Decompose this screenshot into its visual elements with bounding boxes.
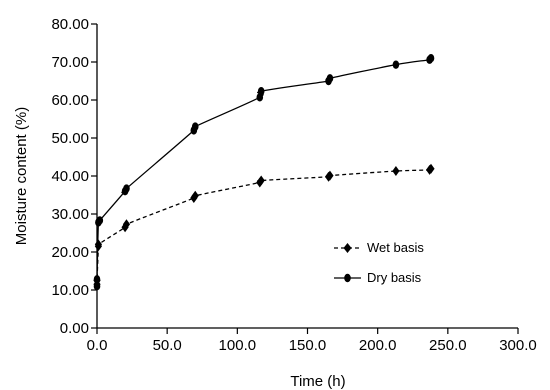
data-point-dry-basis <box>191 122 199 131</box>
y-tick-label: 50.00 <box>51 130 89 147</box>
series-layer <box>93 54 435 291</box>
data-point-dry-basis <box>427 54 435 63</box>
x-tick-label: 300.0 <box>499 337 537 354</box>
data-point-dry-basis <box>326 74 334 83</box>
legend-wet-basis-label: Wet basis <box>367 240 424 255</box>
x-tick-label: 0.0 <box>87 337 108 354</box>
y-tick-label: 10.00 <box>51 282 89 299</box>
y-tick-label: 70.00 <box>51 54 89 71</box>
data-point-wet-basis <box>257 175 265 186</box>
x-tick-label: 200.0 <box>359 337 397 354</box>
data-point-wet-basis <box>326 170 334 181</box>
y-tick-label: 0.00 <box>60 320 89 337</box>
plot-area: 0.00 10.00 20.00 30.00 40.00 50.00 60.00 70.00 8… <box>51 16 536 354</box>
y-tick-label: 30.00 <box>51 206 89 223</box>
data-point-wet-basis <box>427 163 435 174</box>
data-point-wet-basis <box>191 190 199 201</box>
data-point-dry-basis <box>93 282 101 291</box>
x-tick-label: 150.0 <box>289 337 327 354</box>
y-axis-title: Moisture content (%) <box>13 107 30 245</box>
y-tick-label: 40.00 <box>51 168 89 185</box>
legend-item-wet-basis: Wet basis <box>334 240 424 255</box>
data-point-dry-basis <box>257 87 265 96</box>
y-tick-label: 20.00 <box>51 244 89 261</box>
x-tick-label: 100.0 <box>219 337 257 354</box>
y-tick-label: 60.00 <box>51 92 89 109</box>
x-tick-label: 50.0 <box>153 337 182 354</box>
x-ticks: 0.0 50.0 100.0 150.0 200.0 250.0 300.0 <box>87 328 537 354</box>
data-point-dry-basis <box>123 184 130 193</box>
x-axis-title: Time (h) <box>290 373 345 390</box>
x-tick-label: 250.0 <box>429 337 467 354</box>
legend-dry-basis-marker <box>344 273 351 283</box>
y-tick-label: 80.00 <box>51 16 89 33</box>
data-point-wet-basis <box>392 166 400 177</box>
data-point-dry-basis <box>93 275 101 284</box>
series-line-wet-basis <box>95 168 434 286</box>
data-point-dry-basis <box>392 60 400 69</box>
data-point-dry-basis <box>96 216 104 225</box>
legend-dry-basis-label: Dry basis <box>367 270 422 285</box>
legend-wet-basis-marker <box>343 243 352 253</box>
y-ticks: 0.00 10.00 20.00 30.00 40.00 50.00 60.00 70.00 8… <box>51 16 97 337</box>
legend: Wet basis Dry basis <box>334 240 424 285</box>
legend-item-dry-basis: Dry basis <box>334 270 422 285</box>
data-point-wet-basis <box>122 219 131 230</box>
